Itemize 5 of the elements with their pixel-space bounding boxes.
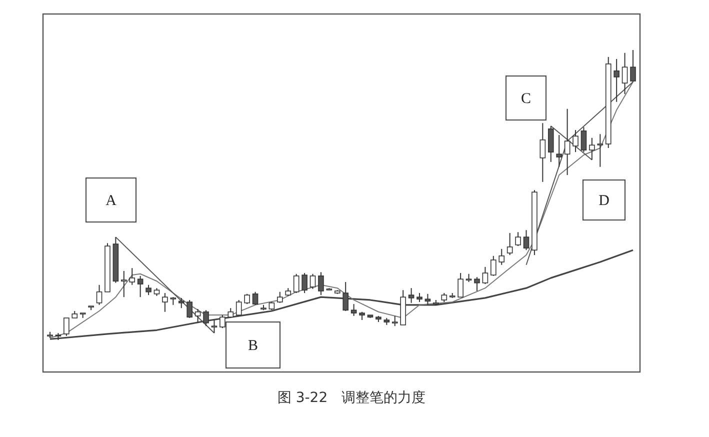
annotation: B (248, 338, 258, 354)
annotation: D (598, 193, 610, 209)
text: 图 3-22 调整笔的力度 (277, 390, 426, 406)
annotation: C (520, 91, 532, 107)
annotation: A (106, 193, 117, 209)
